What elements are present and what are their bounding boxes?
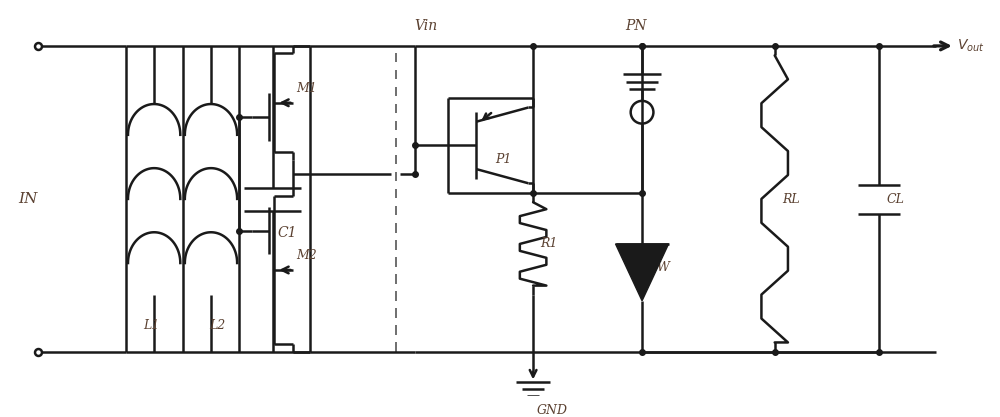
Text: L2: L2	[209, 319, 225, 332]
Text: RL: RL	[782, 193, 800, 206]
Polygon shape	[616, 244, 669, 301]
Text: M1: M1	[296, 82, 317, 95]
Text: PN: PN	[625, 19, 647, 33]
Text: IN: IN	[18, 192, 38, 206]
Text: GND: GND	[537, 404, 568, 417]
Text: C1: C1	[277, 226, 297, 239]
Text: $V_{out}$: $V_{out}$	[957, 38, 984, 54]
Text: M2: M2	[296, 249, 317, 262]
Text: DW: DW	[647, 261, 670, 274]
Text: L1: L1	[143, 319, 159, 332]
Text: R1: R1	[541, 237, 558, 251]
Text: Vin: Vin	[415, 19, 438, 33]
Text: CL: CL	[886, 193, 904, 206]
Text: P1: P1	[495, 153, 512, 166]
